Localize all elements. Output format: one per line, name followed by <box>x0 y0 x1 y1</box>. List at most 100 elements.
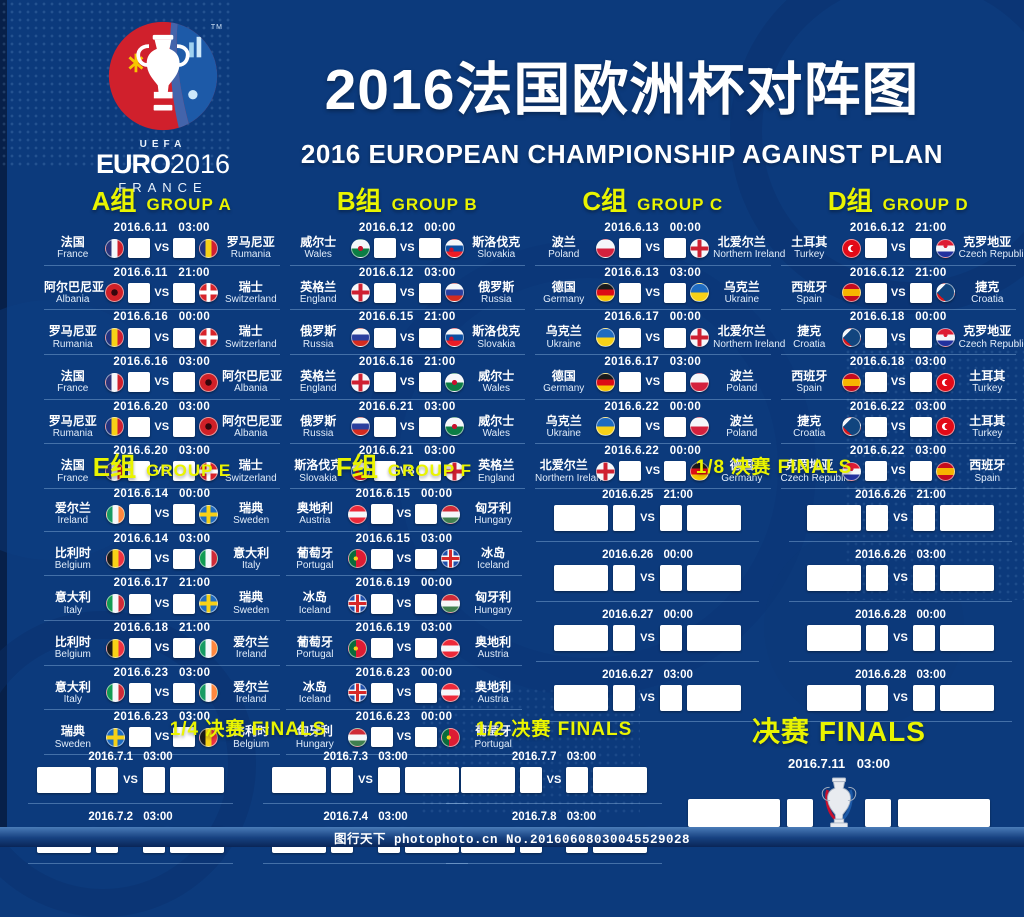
home-score-box[interactable] <box>619 416 642 437</box>
away-score-box[interactable] <box>664 238 687 259</box>
home-score-box[interactable] <box>613 625 636 651</box>
away-score-box[interactable] <box>659 505 682 531</box>
home-score-box[interactable] <box>370 504 393 525</box>
home-name-box[interactable] <box>37 767 92 793</box>
away-score-box[interactable] <box>418 282 441 303</box>
home-score-box[interactable] <box>128 327 151 348</box>
away-score-box[interactable] <box>912 565 935 591</box>
home-score-box[interactable] <box>619 282 642 303</box>
home-name-box[interactable] <box>807 505 862 531</box>
home-score-box[interactable] <box>96 767 119 793</box>
home-score-box[interactable] <box>613 565 636 591</box>
away-score-box[interactable] <box>418 372 441 393</box>
home-score-box[interactable] <box>864 282 887 303</box>
away-score-box[interactable] <box>664 327 687 348</box>
away-score-box[interactable] <box>912 625 935 651</box>
away-name-box[interactable] <box>939 625 994 651</box>
away-score-box[interactable] <box>418 416 441 437</box>
home-score-box[interactable] <box>370 548 393 569</box>
away-score-box[interactable] <box>566 767 589 793</box>
away-score-box[interactable] <box>415 682 438 703</box>
final-home-score-box[interactable] <box>787 798 813 827</box>
away-name-box[interactable] <box>169 767 224 793</box>
home-score-box[interactable] <box>370 682 393 703</box>
away-score-box[interactable] <box>173 238 196 259</box>
away-name-box[interactable] <box>686 565 741 591</box>
home-score-box[interactable] <box>619 238 642 259</box>
final-away-score-box[interactable] <box>865 798 891 827</box>
home-score-box[interactable] <box>613 505 636 531</box>
away-score-box[interactable] <box>173 682 196 703</box>
away-score-box[interactable] <box>415 548 438 569</box>
away-score-box[interactable] <box>173 593 196 614</box>
home-score-box[interactable] <box>519 767 542 793</box>
away-score-box[interactable] <box>173 282 196 303</box>
away-score-box[interactable] <box>664 372 687 393</box>
home-name-box[interactable] <box>460 767 515 793</box>
home-score-box[interactable] <box>128 593 151 614</box>
away-score-box[interactable] <box>173 638 196 659</box>
home-score-box[interactable] <box>128 504 151 525</box>
home-score-box[interactable] <box>128 548 151 569</box>
home-score-box[interactable] <box>866 685 889 711</box>
away-score-box[interactable] <box>418 327 441 348</box>
away-name-box[interactable] <box>404 767 459 793</box>
home-score-box[interactable] <box>864 461 887 482</box>
home-score-box[interactable] <box>128 461 151 482</box>
away-score-box[interactable] <box>909 372 932 393</box>
away-score-box[interactable] <box>173 548 196 569</box>
home-score-box[interactable] <box>128 282 151 303</box>
away-name-box[interactable] <box>686 505 741 531</box>
home-name-box[interactable] <box>807 565 862 591</box>
away-name-box[interactable] <box>939 505 994 531</box>
home-name-box[interactable] <box>272 767 327 793</box>
away-name-box[interactable] <box>939 565 994 591</box>
home-score-box[interactable] <box>373 461 396 482</box>
home-score-box[interactable] <box>866 625 889 651</box>
home-score-box[interactable] <box>128 638 151 659</box>
home-score-box[interactable] <box>128 372 151 393</box>
away-score-box[interactable] <box>664 282 687 303</box>
home-score-box[interactable] <box>864 238 887 259</box>
away-score-box[interactable] <box>659 685 682 711</box>
home-score-box[interactable] <box>370 727 393 748</box>
away-score-box[interactable] <box>664 416 687 437</box>
home-score-box[interactable] <box>613 685 636 711</box>
away-score-box[interactable] <box>912 505 935 531</box>
home-score-box[interactable] <box>128 727 151 748</box>
home-score-box[interactable] <box>866 505 889 531</box>
home-score-box[interactable] <box>864 327 887 348</box>
away-name-box[interactable] <box>939 685 994 711</box>
home-score-box[interactable] <box>373 372 396 393</box>
away-score-box[interactable] <box>418 238 441 259</box>
away-score-box[interactable] <box>377 767 400 793</box>
final-away-name-box[interactable] <box>898 798 990 827</box>
away-score-box[interactable] <box>909 416 932 437</box>
home-name-box[interactable] <box>807 625 862 651</box>
away-score-box[interactable] <box>909 461 932 482</box>
home-score-box[interactable] <box>373 416 396 437</box>
home-score-box[interactable] <box>128 682 151 703</box>
home-score-box[interactable] <box>370 593 393 614</box>
home-score-box[interactable] <box>373 238 396 259</box>
home-score-box[interactable] <box>373 327 396 348</box>
home-score-box[interactable] <box>128 416 151 437</box>
away-score-box[interactable] <box>173 372 196 393</box>
away-score-box[interactable] <box>418 461 441 482</box>
home-score-box[interactable] <box>866 565 889 591</box>
away-score-box[interactable] <box>173 327 196 348</box>
away-score-box[interactable] <box>173 416 196 437</box>
away-score-box[interactable] <box>142 767 165 793</box>
away-score-box[interactable] <box>909 327 932 348</box>
home-name-box[interactable] <box>807 685 862 711</box>
home-score-box[interactable] <box>864 372 887 393</box>
away-score-box[interactable] <box>659 625 682 651</box>
away-score-box[interactable] <box>912 685 935 711</box>
away-score-box[interactable] <box>909 282 932 303</box>
away-score-box[interactable] <box>415 727 438 748</box>
away-score-box[interactable] <box>173 461 196 482</box>
home-name-box[interactable] <box>554 565 609 591</box>
home-score-box[interactable] <box>370 638 393 659</box>
home-score-box[interactable] <box>128 238 151 259</box>
away-name-box[interactable] <box>593 767 648 793</box>
